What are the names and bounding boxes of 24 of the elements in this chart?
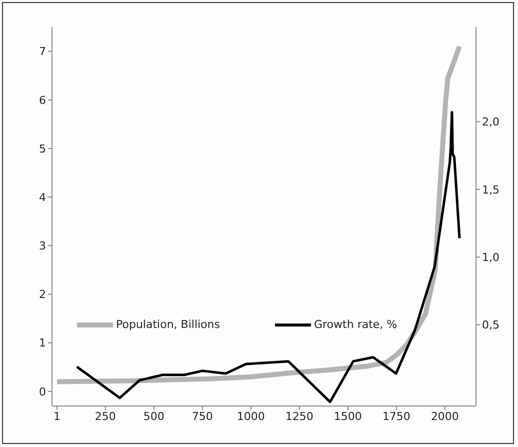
y-tick-label: 0 [39, 385, 46, 398]
y-tick-label: 6 [39, 94, 46, 107]
y-tick-label: 2 [39, 288, 46, 302]
legend-label: Population, Billions [116, 318, 220, 331]
x-tick-label: 1250 [285, 410, 314, 423]
x-tick-label: 750 [192, 410, 213, 423]
y2-tick-label: 2,0 [482, 116, 500, 129]
y2-tick-label: 0,5 [482, 318, 500, 332]
y-tick-label: 7 [39, 45, 46, 58]
y-tick-label: 5 [39, 142, 46, 156]
x-tick-label: 250 [94, 410, 116, 423]
x-tick-label: 1 [54, 410, 61, 423]
legend-label: Growth rate, % [314, 318, 398, 331]
y2-tick-label: 1,0 [482, 251, 500, 264]
x-tick-label: 500 [143, 410, 164, 423]
y2-tick-label: 1,5 [482, 183, 500, 196]
x-tick-label: 1000 [236, 410, 265, 423]
line-series [76, 111, 461, 404]
x-tick-label: 1500 [334, 410, 362, 423]
x-tick-label: 1750 [382, 410, 410, 423]
x-tick-label: 2000 [430, 410, 459, 423]
y-tick-label: 4 [39, 190, 46, 204]
y-tick-label: 3 [39, 240, 46, 253]
y-tick-label: 1 [39, 336, 46, 350]
